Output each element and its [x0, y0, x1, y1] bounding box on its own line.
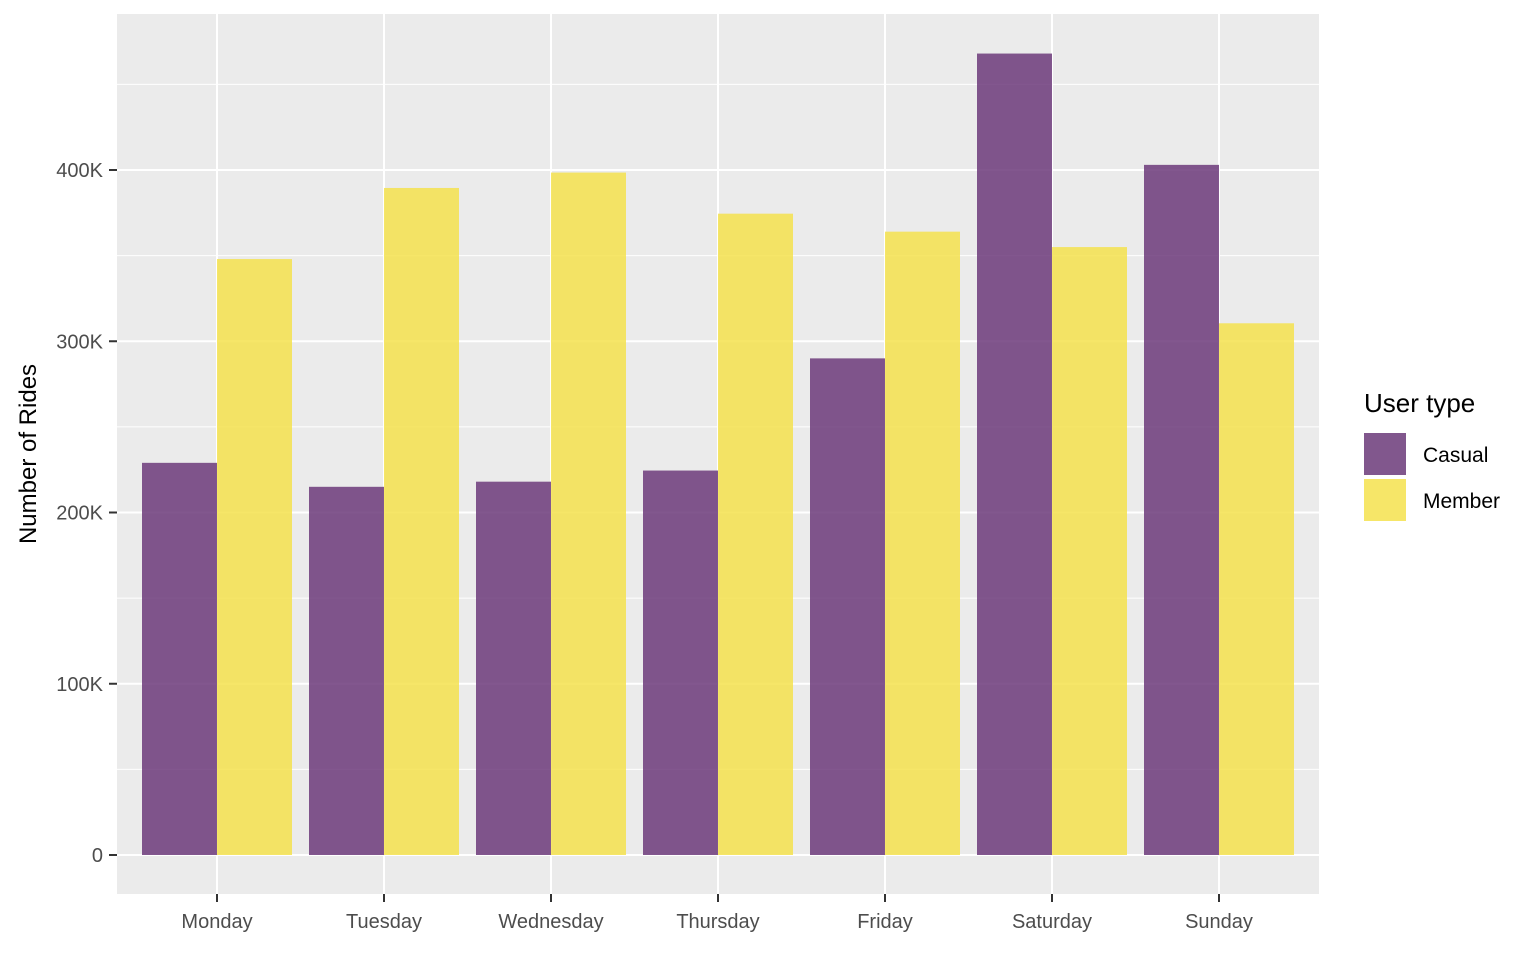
x-tick-label-thursday: Thursday: [676, 911, 759, 933]
bars: [142, 53, 1294, 856]
bar-member-monday: [217, 259, 292, 855]
bar-casual-friday: [810, 358, 885, 855]
legend-label-member: Member: [1423, 490, 1500, 513]
bar-casual-wednesday: [476, 481, 551, 855]
bar-casual-sunday: [1144, 164, 1219, 856]
y-axis-title: Number of Rides: [15, 364, 42, 544]
bar-casual-saturday: [977, 53, 1052, 856]
legend-title: User type: [1364, 388, 1475, 418]
x-tick-label-friday: Friday: [857, 911, 913, 933]
x-tick-label-sunday: Sunday: [1185, 911, 1253, 933]
x-tick-label-tuesday: Tuesday: [346, 911, 422, 933]
y-tick-label: 0: [92, 845, 103, 867]
bar-casual-tuesday: [309, 486, 384, 855]
bar-casual-thursday: [643, 470, 718, 855]
bar-casual-monday: [142, 462, 217, 855]
x-tick-label-wednesday: Wednesday: [498, 911, 603, 933]
y-axis: 0 100K 200K 300K 400K: [56, 160, 117, 867]
legend-key-member: [1362, 477, 1408, 523]
bar-member-wednesday: [551, 172, 626, 856]
y-tick-label: 100K: [56, 674, 103, 696]
x-tick-label-saturday: Saturday: [1012, 911, 1092, 933]
legend-key-casual: [1362, 431, 1408, 477]
legend: User type Casual Member: [1362, 388, 1500, 523]
x-axis: Monday Tuesday Wednesday Thursday Friday Satu…: [181, 894, 1253, 933]
bar-member-thursday: [718, 213, 793, 855]
bar-member-saturday: [1052, 247, 1127, 855]
y-tick-label: 200K: [56, 503, 103, 525]
bar-member-friday: [885, 231, 960, 855]
y-tick-label: 300K: [56, 331, 103, 353]
y-tick-label: 400K: [56, 160, 103, 182]
x-tick-label-monday: Monday: [181, 911, 252, 933]
bar-member-tuesday: [384, 187, 459, 855]
legend-label-casual: Casual: [1423, 444, 1488, 467]
bar-member-sunday: [1219, 323, 1294, 855]
